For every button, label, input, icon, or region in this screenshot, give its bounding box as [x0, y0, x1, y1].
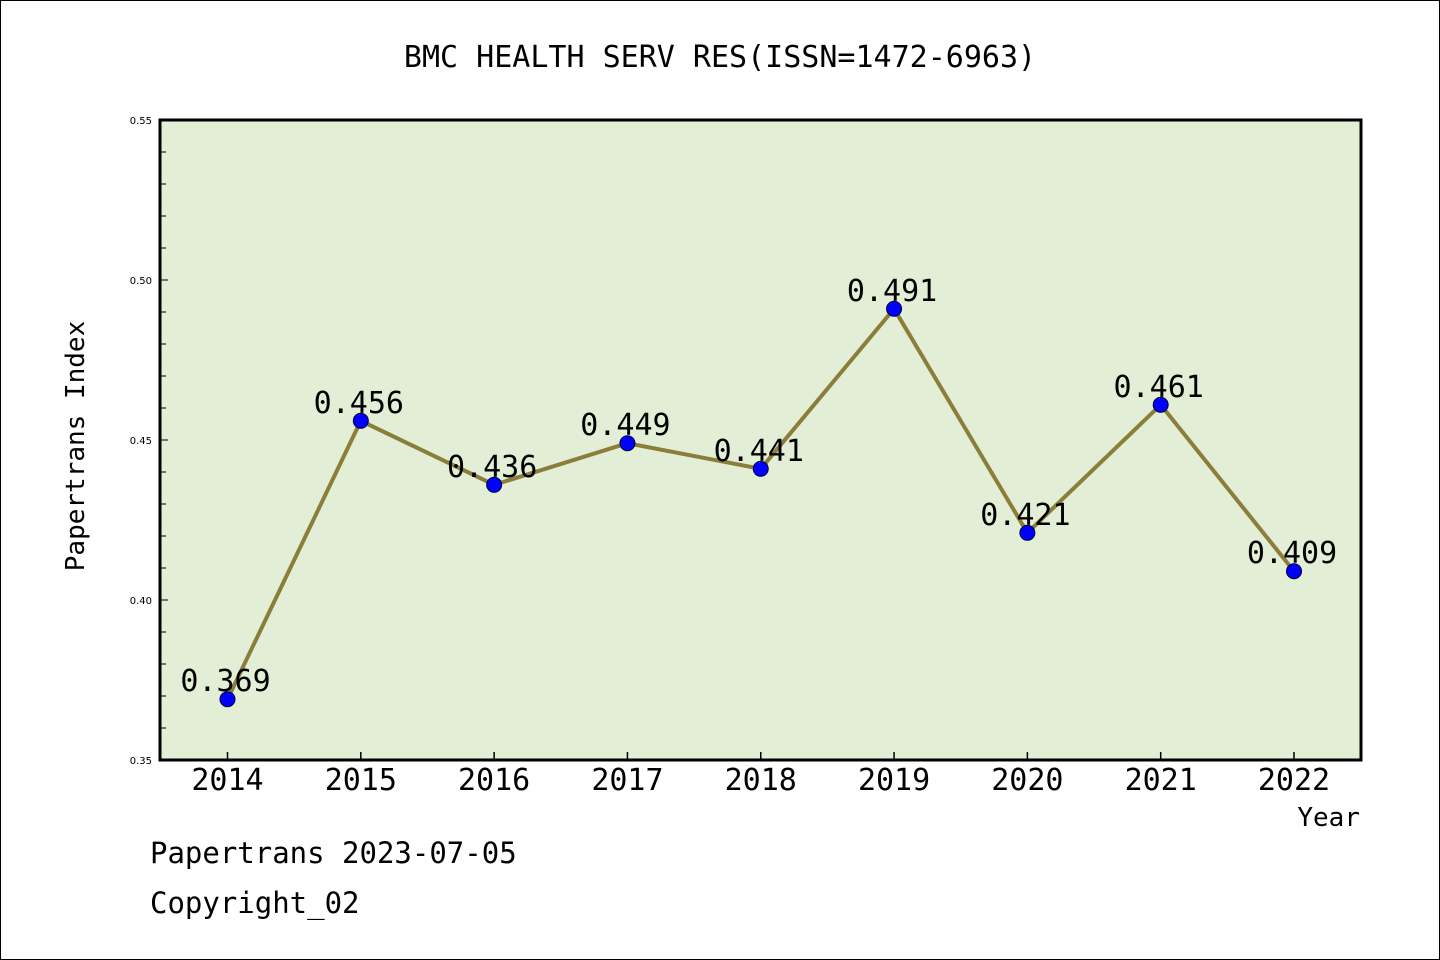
- data-point: [1152, 396, 1169, 413]
- data-point: [886, 300, 903, 317]
- x-tick-labels: 2014 2015 2016 2017 2018 2019 2020 2021 2022: [191, 763, 1330, 798]
- data-labels: 0.369 0.456 0.436 0.449 0.441 0.491 0.421 0.461…: [180, 274, 1337, 699]
- data-point: [1286, 563, 1302, 580]
- x-tick-label: 2017: [591, 763, 663, 798]
- y-tick-label: 0.55: [130, 116, 152, 127]
- y-tick-label: 0.35: [130, 756, 152, 767]
- x-tick-label: 2018: [725, 763, 797, 798]
- data-label: 0.369: [180, 664, 270, 699]
- data-label: 0.436: [447, 450, 537, 485]
- y-axis-label: Papertrans Index: [61, 321, 91, 571]
- x-tick-label: 2014: [191, 763, 263, 798]
- x-tick-label: 2021: [1125, 763, 1197, 798]
- y-tick-label: 0.50: [130, 276, 152, 287]
- data-label: 0.461: [1114, 370, 1204, 405]
- data-label: 0.456: [314, 386, 404, 421]
- chart-title: BMC HEALTH SERV RES(ISSN=1472-6963): [404, 40, 1036, 75]
- footer-date: Papertrans 2023-07-05: [150, 836, 517, 870]
- x-tick-label: 2015: [325, 763, 397, 798]
- plot-border: [158, 118, 1363, 762]
- x-axis-label: Year: [1297, 803, 1360, 833]
- x-tick-label: 2016: [458, 763, 530, 798]
- x-tick-label: 2020: [991, 763, 1063, 798]
- data-label: 0.441: [714, 434, 804, 469]
- data-markers: [219, 300, 1302, 708]
- x-tick-label: 2019: [858, 763, 930, 798]
- data-label: 0.421: [980, 498, 1070, 533]
- data-point: [486, 476, 503, 493]
- data-label: 0.449: [580, 408, 670, 443]
- data-label: 0.491: [847, 274, 937, 309]
- data-point: [752, 460, 769, 477]
- data-point: [352, 412, 369, 429]
- y-tick-label: 0.40: [130, 596, 152, 607]
- plot-area: [160, 120, 1361, 760]
- data-point: [219, 691, 236, 708]
- x-tick-label: 2022: [1258, 763, 1330, 798]
- data-point: [1019, 524, 1036, 541]
- data-point: [619, 435, 636, 452]
- y-tick-label: 0.45: [130, 436, 152, 447]
- footer-copyright: Copyright_02: [150, 886, 360, 920]
- data-label: 0.409: [1247, 536, 1337, 571]
- y-tick-labels: 0.35 0.40 0.45 0.50 0.55: [130, 116, 152, 767]
